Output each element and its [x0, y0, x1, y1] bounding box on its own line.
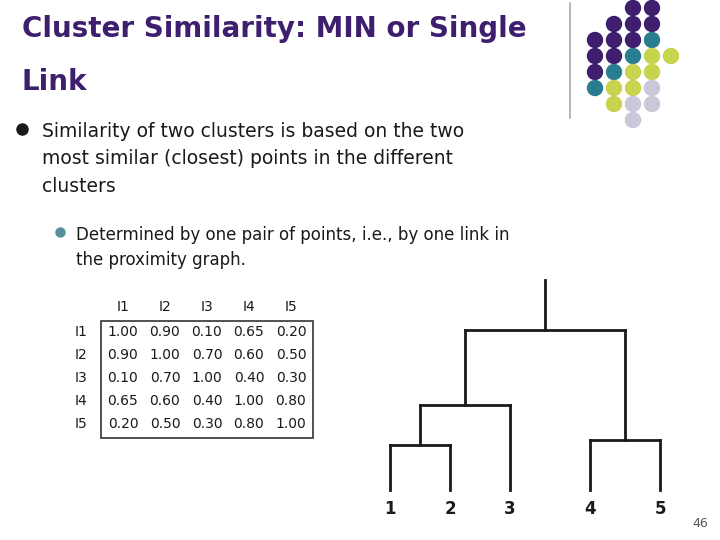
- Text: 1.00: 1.00: [276, 417, 307, 431]
- Text: 2: 2: [444, 500, 456, 518]
- Text: Cluster Similarity: MIN or Single: Cluster Similarity: MIN or Single: [22, 15, 526, 43]
- Circle shape: [644, 32, 660, 48]
- Text: 0.40: 0.40: [192, 394, 222, 408]
- Circle shape: [626, 1, 641, 16]
- Text: Determined by one pair of points, i.e., by one link in
the proximity graph.: Determined by one pair of points, i.e., …: [76, 226, 510, 269]
- Text: 0.50: 0.50: [150, 417, 180, 431]
- Text: 5: 5: [654, 500, 666, 518]
- Text: Link: Link: [22, 68, 88, 96]
- Text: 1.00: 1.00: [192, 371, 222, 385]
- Text: I5: I5: [284, 300, 297, 314]
- Circle shape: [588, 49, 603, 64]
- Circle shape: [644, 17, 660, 31]
- Circle shape: [644, 97, 660, 111]
- Text: 0.20: 0.20: [108, 417, 138, 431]
- Circle shape: [588, 64, 603, 79]
- Text: Similarity of two clusters is based on the two
most similar (closest) points in : Similarity of two clusters is based on t…: [42, 122, 464, 195]
- Circle shape: [644, 64, 660, 79]
- Text: I3: I3: [75, 371, 87, 385]
- Text: I2: I2: [158, 300, 171, 314]
- Text: I3: I3: [201, 300, 213, 314]
- Text: 0.10: 0.10: [192, 325, 222, 339]
- Text: 0.70: 0.70: [192, 348, 222, 362]
- Text: I1: I1: [75, 325, 87, 339]
- Circle shape: [626, 112, 641, 127]
- Text: I1: I1: [117, 300, 130, 314]
- Circle shape: [626, 49, 641, 64]
- Bar: [101, 321, 313, 438]
- Circle shape: [606, 80, 621, 96]
- Circle shape: [626, 32, 641, 48]
- Text: I4: I4: [243, 300, 256, 314]
- Circle shape: [606, 17, 621, 31]
- Text: 0.30: 0.30: [192, 417, 222, 431]
- Text: 0.50: 0.50: [276, 348, 306, 362]
- Circle shape: [606, 49, 621, 64]
- Text: 3: 3: [504, 500, 516, 518]
- Circle shape: [606, 32, 621, 48]
- Text: 0.65: 0.65: [107, 394, 138, 408]
- Text: 0.65: 0.65: [233, 325, 264, 339]
- Circle shape: [664, 49, 678, 64]
- Text: I2: I2: [75, 348, 87, 362]
- Circle shape: [626, 64, 641, 79]
- Circle shape: [588, 80, 603, 96]
- Text: 0.80: 0.80: [276, 394, 307, 408]
- Text: 0.20: 0.20: [276, 325, 306, 339]
- Text: 0.40: 0.40: [234, 371, 264, 385]
- Text: 0.30: 0.30: [276, 371, 306, 385]
- Text: 1.00: 1.00: [150, 348, 181, 362]
- Text: 0.90: 0.90: [107, 348, 138, 362]
- Circle shape: [626, 80, 641, 96]
- Text: 4: 4: [584, 500, 596, 518]
- Circle shape: [626, 97, 641, 111]
- Text: 0.60: 0.60: [233, 348, 264, 362]
- Circle shape: [644, 49, 660, 64]
- Circle shape: [588, 32, 603, 48]
- Text: I4: I4: [75, 394, 87, 408]
- Text: 46: 46: [692, 517, 708, 530]
- Text: 1.00: 1.00: [107, 325, 138, 339]
- Circle shape: [626, 17, 641, 31]
- Text: 1: 1: [384, 500, 396, 518]
- Text: I5: I5: [75, 417, 87, 431]
- Text: 0.70: 0.70: [150, 371, 180, 385]
- Text: 0.80: 0.80: [233, 417, 264, 431]
- Text: 0.10: 0.10: [107, 371, 138, 385]
- Text: 0.90: 0.90: [150, 325, 181, 339]
- Circle shape: [644, 1, 660, 16]
- Circle shape: [606, 97, 621, 111]
- Text: 1.00: 1.00: [233, 394, 264, 408]
- Circle shape: [644, 80, 660, 96]
- Text: 0.60: 0.60: [150, 394, 181, 408]
- Circle shape: [606, 64, 621, 79]
